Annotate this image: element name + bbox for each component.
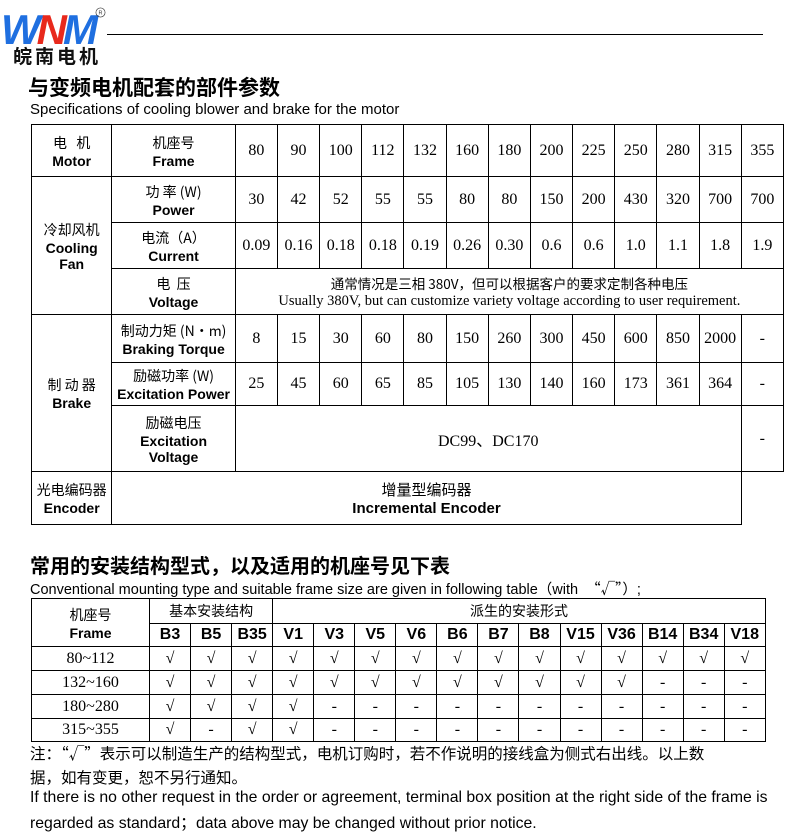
svg-text:R: R [99,11,103,17]
